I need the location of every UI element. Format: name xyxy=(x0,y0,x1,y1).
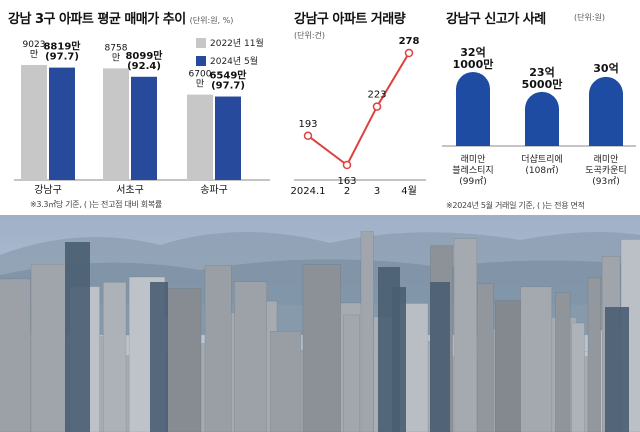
data-label: 278 xyxy=(399,36,420,47)
data-label: 30억 xyxy=(593,62,618,75)
building xyxy=(0,278,31,432)
trade-volume-panel: 강남구 아파트 거래량 (단위:건) 193 2024.1 163 2 223 3 278 4… xyxy=(286,0,432,215)
unit-label: (단위:원, %) xyxy=(189,16,234,25)
tick-label: 2 xyxy=(344,186,350,197)
building xyxy=(167,288,202,432)
building xyxy=(204,264,232,432)
category-label: 강남구 xyxy=(34,184,62,196)
unit-label: (단위:원) xyxy=(574,13,606,22)
data-label: 32억 1000만 xyxy=(453,46,494,71)
building xyxy=(343,314,360,432)
legend-item: 2022년 11월 xyxy=(196,36,264,49)
data-point xyxy=(404,48,414,58)
building xyxy=(360,231,374,432)
data-label: 23억 5000만 xyxy=(522,66,563,91)
building xyxy=(520,286,553,432)
category-label: 송파구 xyxy=(200,184,228,196)
footnote: ※2024년 5월 거래일 기준, ( )는 전용 면적 xyxy=(446,201,585,210)
data-point xyxy=(372,102,382,111)
bar xyxy=(456,72,490,146)
bar xyxy=(103,68,129,180)
building xyxy=(476,283,494,432)
bar xyxy=(589,76,623,146)
tower xyxy=(392,287,406,432)
building xyxy=(587,277,601,432)
unit-label: (단위:건) xyxy=(294,31,326,40)
tower xyxy=(605,307,629,432)
category-label: 서초구 xyxy=(116,184,144,196)
panel-title: 강남구 아파트 거래량 xyxy=(294,12,406,27)
data-label: 8099만 (92.4) xyxy=(125,49,163,72)
building xyxy=(270,331,302,432)
building xyxy=(453,238,478,432)
data-label: 9023 만 xyxy=(23,40,46,60)
avg-price-panel: 강남 3구 아파트 평균 매매가 추이 (단위:원, %) 2022년 11월 2… xyxy=(0,0,280,215)
bar xyxy=(49,67,75,180)
panel-title: 강남 3구 아파트 평균 매매가 추이 (단위:원, %) xyxy=(8,12,234,27)
data-label: 223 xyxy=(367,90,386,101)
building xyxy=(102,282,127,432)
building xyxy=(494,300,521,432)
footnote: ※3.3㎡당 기준, ( )는 전고점 대비 회복률 xyxy=(30,200,162,209)
city-skyline-photo xyxy=(0,215,640,432)
building xyxy=(571,322,585,432)
buildings xyxy=(0,231,640,432)
bar xyxy=(187,94,213,180)
tower xyxy=(65,242,90,432)
tick-label: 3 xyxy=(374,186,380,197)
data-point xyxy=(303,131,313,141)
bar xyxy=(215,96,241,180)
legend: 2022년 11월 2024년 5월 xyxy=(196,36,264,72)
bar xyxy=(21,65,47,180)
tick-label: 2024.1 xyxy=(291,186,326,197)
building xyxy=(555,292,571,432)
category-label: 래미안 블레스티지 (99㎡) xyxy=(452,154,493,187)
bar xyxy=(525,91,559,146)
panel-title: 강남구 신고가 사례 xyxy=(446,12,546,27)
data-label: 193 xyxy=(298,119,317,130)
tick-label: 4월 xyxy=(401,185,417,197)
data-label: 6700 만 xyxy=(189,70,212,90)
tower xyxy=(430,282,450,432)
tower xyxy=(150,282,168,432)
bar xyxy=(131,76,157,180)
data-label: 8819만 (97.7) xyxy=(43,40,81,63)
building xyxy=(30,263,67,432)
data-label: 8758 만 xyxy=(105,43,128,63)
category-label: 더샵트리에 (108㎡) xyxy=(521,154,562,176)
legend-item: 2024년 5월 xyxy=(196,54,264,67)
data-label: 163 xyxy=(337,176,356,187)
series-line xyxy=(307,52,410,167)
building xyxy=(302,264,341,432)
data-point xyxy=(342,160,352,170)
category-label: 래미안 도곡카운티 (93㎡) xyxy=(585,154,626,187)
building xyxy=(234,281,267,432)
data-label: 6549만 (97.7) xyxy=(209,69,247,92)
